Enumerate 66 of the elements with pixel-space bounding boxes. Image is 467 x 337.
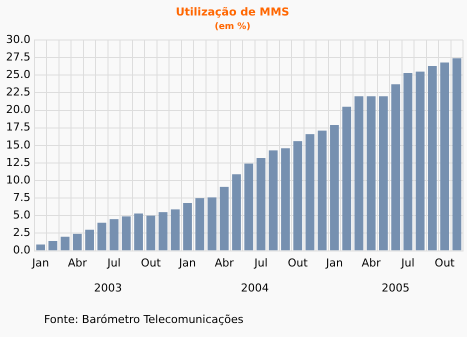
bar <box>440 62 450 250</box>
bar <box>281 148 290 250</box>
bar <box>85 230 94 250</box>
bar <box>452 58 462 250</box>
x-tick-label: Abr <box>362 256 382 270</box>
y-tick-label: 27.5 <box>6 50 30 64</box>
source-note: Fonte: Barómetro Telecomunicações <box>44 313 244 326</box>
y-tick-label: 5.0 <box>12 208 30 222</box>
bar <box>354 96 364 250</box>
bar <box>146 216 156 250</box>
x-tick-label: Jul <box>400 256 415 270</box>
bar <box>48 240 58 250</box>
x-tick-label: Abr <box>68 256 88 270</box>
bar <box>416 72 425 250</box>
bar <box>60 236 70 250</box>
x-tick-label: Jul <box>253 256 268 270</box>
bar <box>220 186 229 250</box>
y-tick-label: 15.0 <box>6 138 30 152</box>
chart-subtitle: (em %) <box>214 22 250 32</box>
bar <box>404 73 412 250</box>
x-tick-label: Jan <box>324 256 343 270</box>
x-tick-label: Jan <box>31 256 50 270</box>
bar <box>208 197 216 250</box>
x-tick-label: Jan <box>178 256 196 270</box>
bar <box>342 106 352 250</box>
bar <box>195 198 204 250</box>
y-tick-label: 25.0 <box>6 68 30 81</box>
x-tick-label: Out <box>434 256 456 270</box>
bar <box>330 125 339 250</box>
bar <box>268 150 278 250</box>
x-tick-label: Out <box>140 256 162 270</box>
bar <box>318 130 327 250</box>
y-tick-label: 12.5 <box>6 156 30 169</box>
bar <box>293 141 302 250</box>
bar <box>379 96 388 250</box>
bar <box>256 158 266 250</box>
bar <box>110 219 118 250</box>
y-tick-label: 30.0 <box>6 32 30 46</box>
bar <box>306 134 314 250</box>
text: 2004 <box>240 282 269 295</box>
bar <box>97 222 106 250</box>
y-tick-label: 0.0 <box>12 244 30 257</box>
bar <box>428 66 437 250</box>
y-tick-label: 7.5 <box>12 190 30 204</box>
bar <box>391 84 400 250</box>
bar <box>72 234 82 250</box>
bar <box>183 203 192 250</box>
y-tick-label: 22.5 <box>6 86 30 99</box>
bar <box>170 209 180 250</box>
x-tick-label: Abr <box>214 256 234 270</box>
bar <box>36 244 46 250</box>
y-tick-label: 20.0 <box>6 103 30 116</box>
text: 2005 <box>382 282 410 295</box>
y-tick-label: 10.0 <box>6 173 30 186</box>
bar <box>158 212 168 250</box>
bar <box>232 174 241 250</box>
bar <box>366 96 376 250</box>
bar <box>244 164 254 250</box>
bar <box>134 214 143 250</box>
x-tick-label: Out <box>288 256 308 270</box>
bar <box>122 216 131 250</box>
y-tick-label: 2.5 <box>12 226 30 240</box>
y-tick-label: 17.5 <box>6 120 30 134</box>
chart-title: Utilização de MMS <box>176 5 290 18</box>
text: 2003 <box>94 282 122 295</box>
x-tick-label: Jul <box>106 256 121 270</box>
